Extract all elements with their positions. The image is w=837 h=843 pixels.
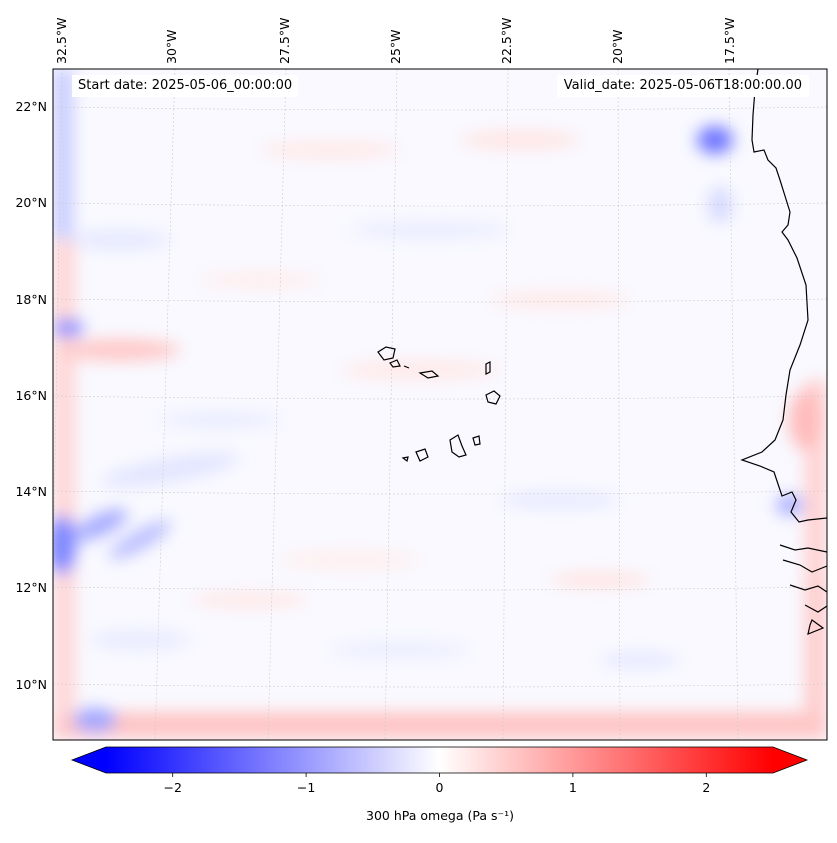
coastlines <box>377 69 827 635</box>
lat-label: 22°N <box>15 99 47 114</box>
colorbar-tick-label: 0 <box>436 780 444 795</box>
field-anomalies <box>53 69 827 738</box>
colorbar-gradient <box>106 747 773 773</box>
lon-label: 17.5°W <box>722 18 737 64</box>
colorbar-outline <box>70 746 809 774</box>
valid-date-label: Valid_date: 2025-05-06T18:00:00.00 <box>556 75 809 97</box>
field-background <box>53 69 827 740</box>
island-fogo <box>415 448 429 462</box>
lat-label: 20°N <box>15 195 47 210</box>
guinea-bissau-coast <box>779 544 827 635</box>
colorbar-tick-label: −1 <box>297 780 315 795</box>
omega-field <box>53 69 827 740</box>
island-santiago <box>449 434 467 458</box>
colorbar-ticks: −2 −1 0 1 2 <box>163 773 710 795</box>
lat-label: 12°N <box>15 580 47 595</box>
colorbar-tick-label: 2 <box>702 780 710 795</box>
island-sao-vicente <box>389 359 401 368</box>
lon-label: 25°W <box>388 29 403 64</box>
island-santo-antao <box>377 346 396 361</box>
lat-label: 18°N <box>15 292 47 307</box>
start-date-label: Start date: 2025-05-06_00:00:00 <box>72 75 299 97</box>
longitude-labels: 32.5°W 30°W 27.5°W 25°W 22.5°W 20°W 17.5… <box>54 18 737 64</box>
latitude-labels: 22°N 20°N 18°N 16°N 14°N 12°N 10°N <box>15 99 47 692</box>
island-brava <box>401 456 409 463</box>
lon-label: 22.5°W <box>499 18 514 64</box>
island-boa-vista <box>485 390 501 405</box>
colorbar-label: 300 hPa omega (Pa s⁻¹) <box>366 808 514 823</box>
colorbar-tick-label: −2 <box>163 780 181 795</box>
island-sao-nicolau <box>418 370 440 379</box>
lon-label: 20°W <box>610 29 625 64</box>
lon-label: 30°W <box>164 29 179 64</box>
colorbar: −2 −1 0 1 2 300 hPa omega (Pa s⁻¹) <box>70 746 809 823</box>
lat-label: 10°N <box>15 677 47 692</box>
map-frame <box>52 68 828 741</box>
island-maio <box>472 435 481 446</box>
lon-label: 32.5°W <box>54 18 69 64</box>
colorbar-extend-max <box>773 747 807 773</box>
lat-label: 14°N <box>15 484 47 499</box>
colorbar-tick-label: 1 <box>569 780 577 795</box>
island-santa-luzia <box>403 365 410 369</box>
lon-label: 27.5°W <box>277 18 292 64</box>
island-sal <box>485 361 491 375</box>
lat-label: 16°N <box>15 388 47 403</box>
west-africa-coast <box>740 69 827 523</box>
colorbar-extend-min <box>72 747 106 773</box>
